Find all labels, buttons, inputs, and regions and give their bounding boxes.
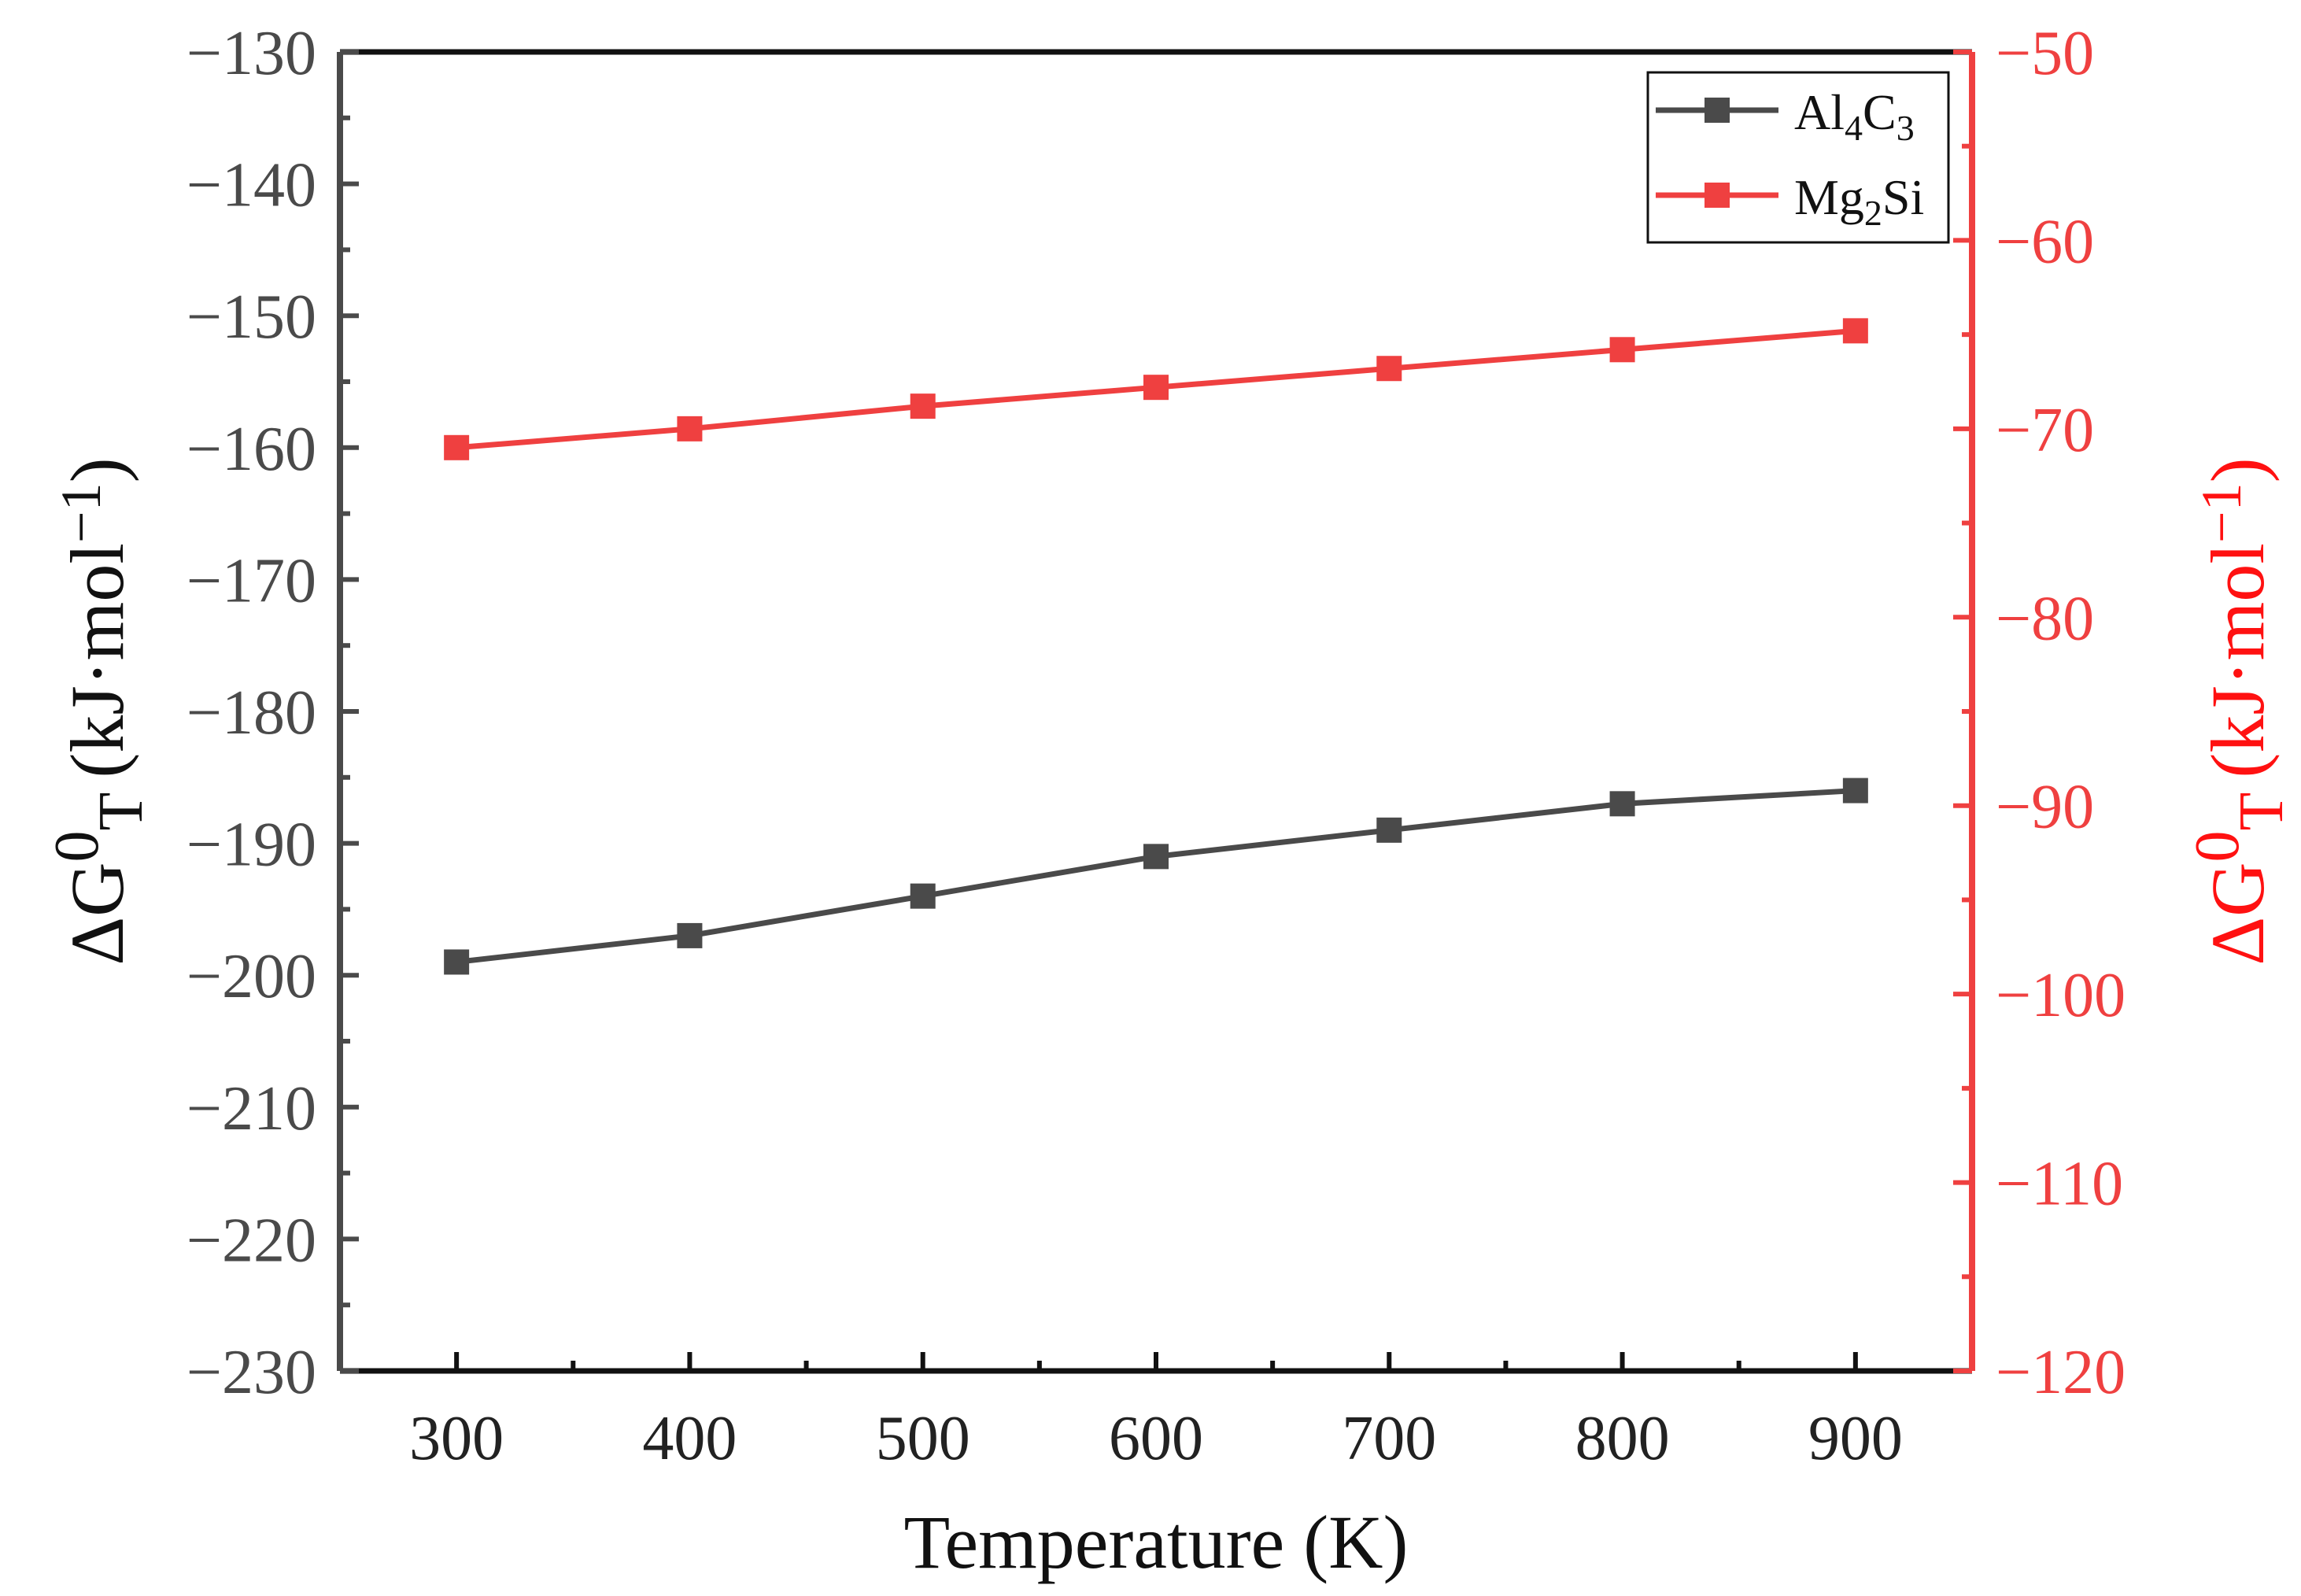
right-y-tick-label: −80 xyxy=(1996,584,2094,653)
right-y-ticks: −50 −60 −70 −80 −90 −100 −110 −120 xyxy=(1953,19,2126,1407)
left-y-tick-label: −170 xyxy=(187,546,316,615)
data-point-al4c3 xyxy=(1376,817,1402,843)
data-point-al4c3 xyxy=(444,949,470,975)
right-y-tick-label: −70 xyxy=(1996,396,2094,465)
right-y-title-units-close: ) xyxy=(2196,457,2280,482)
x-ticks: 300 400 500 600 700 800 900 xyxy=(409,1352,1903,1473)
right-y-title-subscript: T xyxy=(2227,792,2296,831)
svg-text:ΔG0T(kJ·mol−1): ΔG0T (kJ·mol−1) xyxy=(42,457,156,965)
left-y-title-units-exponent: −1 xyxy=(50,482,113,543)
data-point-mg2si xyxy=(677,416,703,441)
data-point-mg2si xyxy=(1376,356,1402,382)
right-y-tick-label: −110 xyxy=(1996,1150,2123,1219)
x-tick-label: 500 xyxy=(876,1404,970,1473)
legend-marker-al4c3 xyxy=(1705,98,1730,123)
left-y-ticks: −130 −140 −150 −160 −170 −180 −190 −200 −210 −220… xyxy=(187,19,359,1407)
legend-label-al4c3-sub2: 3 xyxy=(1897,108,1915,148)
legend: Al4C3 Mg2Si xyxy=(1646,71,1950,244)
legend-label-al4c3: Al xyxy=(1794,84,1845,140)
right-y-title-units-exponent: −1 xyxy=(2190,482,2253,543)
left-y-tick-label: −210 xyxy=(187,1074,316,1143)
left-y-tick-label: −190 xyxy=(187,811,316,880)
left-y-title-subscript: T xyxy=(87,792,156,831)
data-point-mg2si xyxy=(444,434,470,460)
svg-text:ΔG0T(kJ·mol−1): ΔG0T (kJ·mol−1) xyxy=(2183,457,2296,965)
right-y-tick-label: −60 xyxy=(1996,207,2094,276)
data-point-mg2si xyxy=(910,393,936,419)
left-y-tick-label: −180 xyxy=(187,678,316,748)
left-y-title-units: (kJ·mol xyxy=(55,543,139,778)
x-tick-label: 600 xyxy=(1109,1404,1203,1473)
right-y-tick-label: −50 xyxy=(1996,19,2094,88)
data-point-al4c3 xyxy=(1842,778,1868,804)
legend-box xyxy=(1646,71,1950,244)
legend-marker-mg2si xyxy=(1705,183,1730,208)
data-point-mg2si xyxy=(1842,318,1868,344)
right-y-tick-label: −120 xyxy=(1996,1338,2126,1407)
left-y-tick-label: −220 xyxy=(187,1206,316,1275)
left-y-tick-label: −140 xyxy=(187,151,316,220)
data-point-al4c3 xyxy=(1143,844,1169,870)
legend-label-mg2si-sub1: 2 xyxy=(1864,193,1882,233)
left-y-title-units-close: ) xyxy=(55,457,139,482)
legend-label-al4c3-part2: C xyxy=(1863,84,1897,140)
series-layer xyxy=(444,318,1868,975)
x-tick-label: 900 xyxy=(1808,1404,1903,1473)
left-y-title-symbol: ΔG xyxy=(55,863,139,966)
right-y-title-superscript: 0 xyxy=(2183,831,2252,863)
left-y-tick-label: −150 xyxy=(187,283,316,352)
legend-item-al4c3: Al4C3 xyxy=(1656,84,1915,148)
right-y-title-symbol: ΔG xyxy=(2196,863,2280,966)
x-tick-label: 300 xyxy=(409,1404,504,1473)
right-y-tick-label: −100 xyxy=(1996,961,2126,1030)
legend-label-mg2si-part2: Si xyxy=(1882,169,1924,225)
right-y-title-units: (kJ·mol xyxy=(2196,543,2280,778)
x-tick-label: 400 xyxy=(642,1404,737,1473)
data-point-al4c3 xyxy=(1609,791,1635,817)
x-axis-title: Temperature (K) xyxy=(904,1500,1409,1584)
axes xyxy=(337,49,1975,1374)
svg-text:Mg2Si: Mg2Si xyxy=(1794,169,1924,233)
left-y-tick-label: −230 xyxy=(187,1338,316,1407)
legend-label-al4c3-sub1: 4 xyxy=(1845,108,1863,148)
right-y-axis-title: ΔG0T (kJ·mol−1) xyxy=(2183,457,2296,965)
x-tick-label: 700 xyxy=(1342,1404,1436,1473)
data-point-mg2si xyxy=(1143,375,1169,401)
svg-text:Al4C3: Al4C3 xyxy=(1794,84,1915,148)
legend-item-mg2si: Mg2Si xyxy=(1656,169,1924,233)
x-tick-label: 800 xyxy=(1575,1404,1670,1473)
left-y-title-superscript: 0 xyxy=(42,831,112,863)
left-y-axis-title: ΔG0T (kJ·mol−1) xyxy=(42,457,156,965)
right-y-tick-label: −90 xyxy=(1996,773,2094,842)
series-line-al4c3 xyxy=(456,788,1856,965)
data-point-al4c3 xyxy=(677,922,703,948)
data-point-al4c3 xyxy=(910,883,936,909)
left-y-tick-label: −130 xyxy=(187,19,316,88)
legend-label-mg2si: Mg xyxy=(1794,169,1864,225)
data-point-mg2si xyxy=(1609,337,1635,363)
left-y-tick-label: −160 xyxy=(187,415,316,484)
left-y-tick-label: −200 xyxy=(187,942,316,1011)
